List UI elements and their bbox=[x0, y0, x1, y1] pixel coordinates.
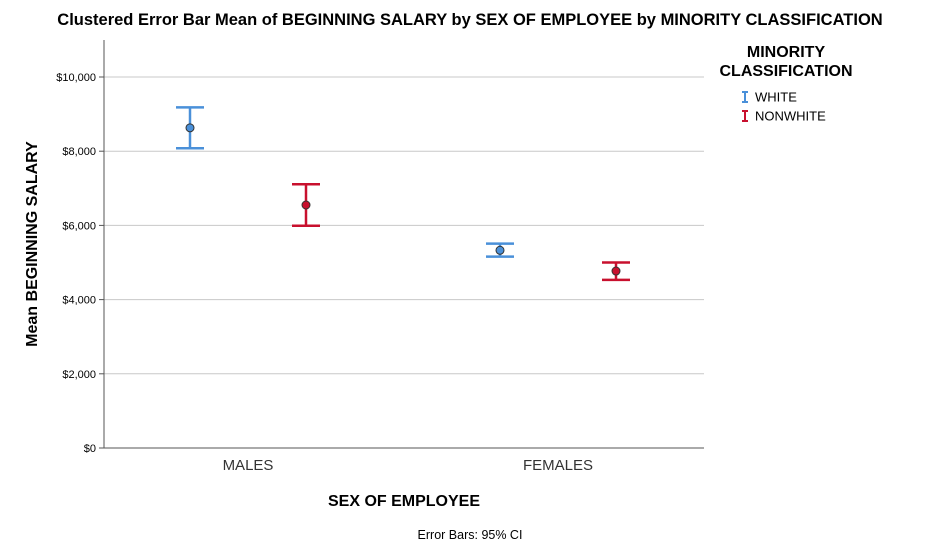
error-bars bbox=[176, 106, 630, 282]
gridlines bbox=[104, 76, 704, 375]
x-tick-label: FEMALES bbox=[523, 457, 593, 474]
y-tick-label: $6,000 bbox=[62, 220, 96, 232]
mean-point bbox=[301, 200, 311, 210]
y-tick-label: $2,000 bbox=[62, 369, 96, 381]
x-axis-title: SEX OF EMPLOYEE bbox=[328, 493, 480, 510]
chart-title: Clustered Error Bar Mean of BEGINNING SA… bbox=[57, 11, 882, 29]
legend-title-line2: CLASSIFICATION bbox=[719, 63, 852, 80]
series-white bbox=[176, 106, 514, 258]
legend-title-line1: MINORITY bbox=[747, 44, 826, 61]
y-tick-label: $4,000 bbox=[62, 295, 96, 307]
legend-label: WHITE bbox=[755, 90, 797, 105]
mean-point bbox=[495, 245, 505, 255]
x-tick-label: MALES bbox=[223, 457, 274, 474]
y-tick-label: $10,000 bbox=[56, 72, 96, 84]
mean-point bbox=[611, 266, 621, 276]
footnote: Error Bars: 95% CI bbox=[418, 528, 523, 542]
legend: MINORITY CLASSIFICATION WHITE NONWHITE bbox=[719, 44, 852, 124]
y-tick-label: $8,000 bbox=[62, 146, 96, 158]
y-axis-title: Mean BEGINNING SALARY bbox=[24, 141, 41, 347]
x-axis-ticks: MALES FEMALES bbox=[223, 457, 593, 474]
legend-items: WHITE NONWHITE bbox=[742, 90, 826, 124]
y-axis-ticks: $0 $2,000 $4,000 $6,000 $8,000 $10,000 bbox=[56, 72, 104, 455]
mean-point bbox=[185, 123, 195, 133]
y-tick-label: $0 bbox=[84, 443, 96, 455]
series-nonwhite bbox=[292, 182, 630, 282]
legend-label: NONWHITE bbox=[755, 109, 826, 124]
